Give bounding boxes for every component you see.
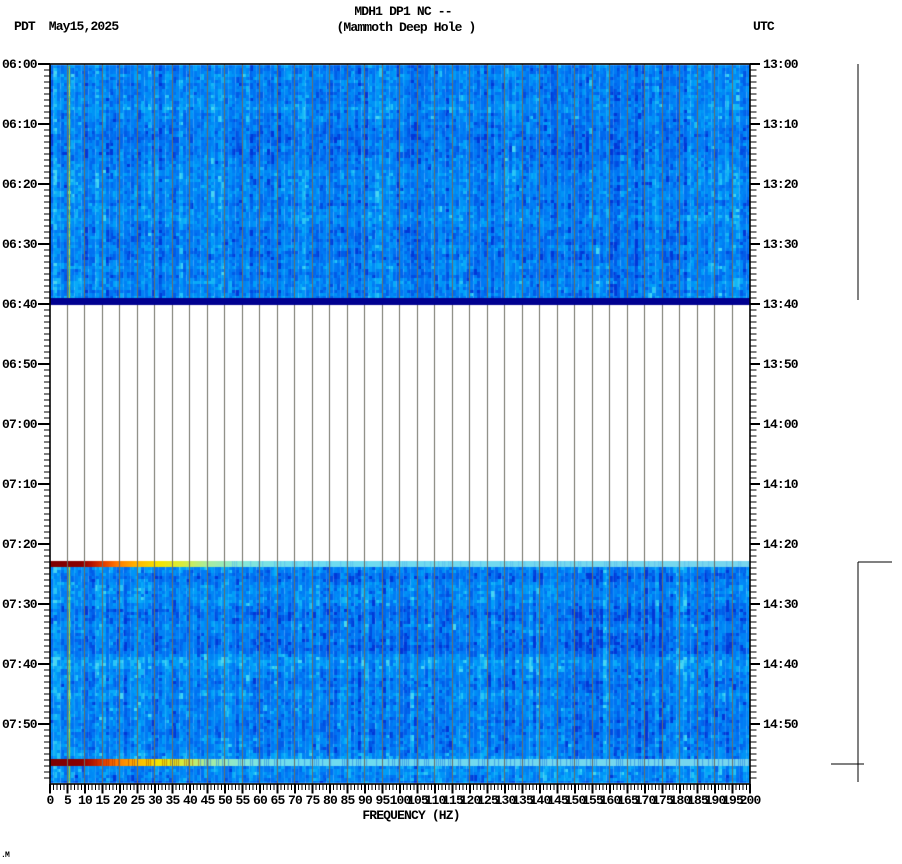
svg-text:40: 40 [183,793,198,808]
svg-text:100: 100 [390,793,412,808]
svg-text:MDH1 DP1 NC --: MDH1 DP1 NC -- [354,4,451,19]
svg-text:14:10: 14:10 [763,477,799,492]
svg-text:06:20: 06:20 [2,177,38,192]
svg-text:75: 75 [306,793,321,808]
svg-text:65: 65 [271,793,286,808]
svg-text:14:40: 14:40 [763,657,799,672]
svg-text:.M: .M [1,851,10,860]
svg-text:150: 150 [565,793,587,808]
svg-text:06:40: 06:40 [2,297,38,312]
svg-text:115: 115 [442,793,464,808]
svg-text:45: 45 [201,793,216,808]
svg-text:06:00: 06:00 [2,57,38,72]
svg-text:140: 140 [530,793,552,808]
svg-text:07:10: 07:10 [2,477,38,492]
svg-text:175: 175 [652,793,674,808]
svg-text:14:50: 14:50 [763,717,799,732]
svg-text:80: 80 [323,793,338,808]
svg-text:07:30: 07:30 [2,597,38,612]
svg-text:14:00: 14:00 [763,417,799,432]
svg-text:170: 170 [635,793,657,808]
svg-text:135: 135 [512,793,534,808]
svg-text:25: 25 [131,793,146,808]
svg-text:06:50: 06:50 [2,357,38,372]
svg-text:130: 130 [495,793,517,808]
svg-text:60: 60 [253,793,268,808]
svg-text:105: 105 [407,793,429,808]
svg-text:200: 200 [740,793,762,808]
svg-text:13:00: 13:00 [763,57,799,72]
svg-text:195: 195 [722,793,744,808]
svg-text:120: 120 [460,793,482,808]
svg-text:15: 15 [96,793,111,808]
svg-text:07:40: 07:40 [2,657,38,672]
svg-text:14:20: 14:20 [763,537,799,552]
svg-text:125: 125 [477,793,499,808]
svg-text:14:30: 14:30 [763,597,799,612]
svg-text:13:30: 13:30 [763,237,799,252]
svg-text:06:10: 06:10 [2,117,38,132]
svg-text:185: 185 [687,793,709,808]
svg-text:07:20: 07:20 [2,537,38,552]
svg-text:85: 85 [341,793,356,808]
svg-text:160: 160 [600,793,622,808]
svg-text:13:10: 13:10 [763,117,799,132]
svg-text:07:50: 07:50 [2,717,38,732]
svg-text:06:30: 06:30 [2,237,38,252]
svg-text:50: 50 [218,793,233,808]
svg-text:30: 30 [148,793,163,808]
svg-text:13:50: 13:50 [763,357,799,372]
svg-text:PDT May15,2025: PDT May15,2025 [14,19,119,34]
svg-text:13:40: 13:40 [763,297,799,312]
svg-text:FREQUENCY (HZ): FREQUENCY (HZ) [362,808,459,823]
svg-text:10: 10 [78,793,93,808]
svg-text:UTC: UTC [753,19,775,34]
svg-text:165: 165 [617,793,639,808]
svg-text:0: 0 [47,793,55,808]
svg-text:155: 155 [582,793,604,808]
svg-text:110: 110 [425,793,447,808]
svg-text:13:20: 13:20 [763,177,799,192]
svg-text:07:00: 07:00 [2,417,38,432]
svg-text:5: 5 [64,793,72,808]
svg-text:95: 95 [376,793,391,808]
svg-text:190: 190 [705,793,727,808]
svg-text:(Mammoth Deep Hole ): (Mammoth Deep Hole ) [336,20,475,35]
svg-text:145: 145 [547,793,569,808]
svg-text:70: 70 [288,793,303,808]
svg-text:20: 20 [113,793,128,808]
svg-text:180: 180 [670,793,692,808]
svg-text:35: 35 [166,793,181,808]
svg-text:55: 55 [236,793,251,808]
svg-text:90: 90 [358,793,373,808]
